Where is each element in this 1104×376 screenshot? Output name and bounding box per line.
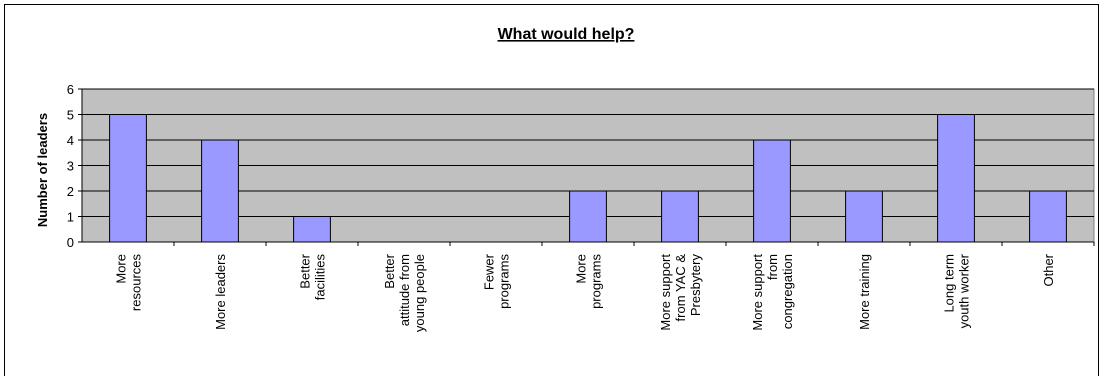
x-tick-label: Other [1041,253,1056,286]
y-tick-label: 2 [67,184,74,199]
bar [937,114,975,243]
x-tick-label: Long termyouth worker [942,253,972,328]
x-tick-label: Fewerprograms [482,253,512,309]
x-tick-label: Betterattitude fromyoung people [382,253,427,332]
chart-title: What would help? [498,26,635,43]
bar [201,139,239,243]
x-tick-label: Betterfacilities [298,253,328,300]
x-tick-label: More training [857,254,872,330]
bar [661,190,699,243]
x-tick-label: More supportfrom YAC &Presbytery [658,254,703,331]
bar [109,114,147,243]
y-tick-label: 1 [67,210,74,225]
x-tick-label: Moreresources [114,254,144,312]
bar [293,216,331,243]
y-tick-label: 3 [67,159,74,174]
y-tick-label: 5 [67,108,74,123]
bar [1029,190,1067,243]
bar [845,190,883,243]
y-tick-label: 0 [67,235,74,250]
chart-frame: What would help? Number of leaders 0 1 2 3 4… [4,4,1099,376]
plot-area: 0 1 2 3 4 5 6 Moreresources More leaders Betterfa… [67,82,1095,332]
x-tick-label: More leaders [213,254,228,330]
bar [569,190,607,243]
x-tick-label: Moreprograms [574,254,604,309]
y-tick-label: 6 [67,82,74,97]
y-tick-label: 4 [67,133,74,148]
y-axis-label: Number of leaders [35,113,50,227]
bar [753,139,791,243]
bar-chart: What would help? Number of leaders 0 1 2 3 4… [35,26,1095,332]
x-tick-label: More supportfromcongregation [750,254,795,331]
